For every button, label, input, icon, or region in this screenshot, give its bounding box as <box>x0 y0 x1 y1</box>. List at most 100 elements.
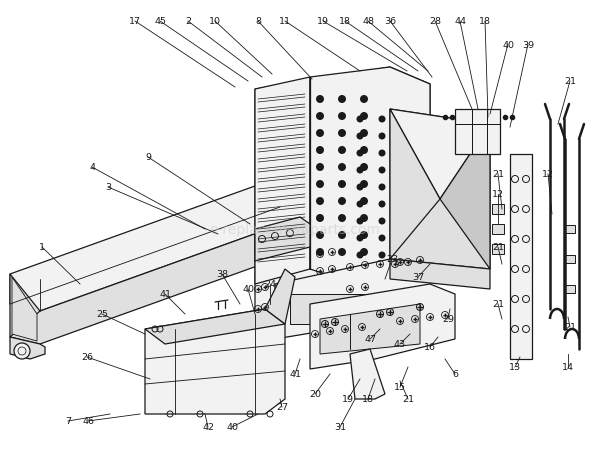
Circle shape <box>379 252 385 259</box>
Circle shape <box>338 248 346 257</box>
Text: 23: 23 <box>386 255 398 264</box>
Circle shape <box>316 197 324 206</box>
Bar <box>565 256 575 263</box>
Text: 21: 21 <box>564 323 576 332</box>
Circle shape <box>316 231 324 240</box>
Text: e-replacementparts.com: e-replacementparts.com <box>209 223 381 236</box>
Circle shape <box>14 343 30 359</box>
Polygon shape <box>320 304 420 354</box>
Polygon shape <box>510 155 532 359</box>
Text: 31: 31 <box>334 423 346 431</box>
Circle shape <box>379 133 385 140</box>
Text: 1: 1 <box>39 243 45 252</box>
Circle shape <box>360 130 368 138</box>
Text: 44: 44 <box>454 17 466 27</box>
Polygon shape <box>350 349 385 399</box>
Circle shape <box>379 235 385 242</box>
Circle shape <box>356 252 363 259</box>
Bar <box>290 294 390 325</box>
Text: 41: 41 <box>289 369 301 379</box>
Circle shape <box>316 248 324 257</box>
Circle shape <box>316 147 324 155</box>
Circle shape <box>356 167 363 174</box>
Circle shape <box>356 116 363 123</box>
Circle shape <box>379 184 385 191</box>
Circle shape <box>360 147 368 155</box>
Text: 14: 14 <box>562 363 574 372</box>
Text: 21: 21 <box>402 395 414 403</box>
Text: 39: 39 <box>522 40 534 50</box>
Circle shape <box>356 150 363 157</box>
Circle shape <box>360 214 368 223</box>
Circle shape <box>356 235 363 242</box>
Circle shape <box>379 218 385 225</box>
Circle shape <box>338 197 346 206</box>
Polygon shape <box>255 218 310 262</box>
Text: 19: 19 <box>342 395 354 403</box>
Circle shape <box>356 201 363 208</box>
Circle shape <box>316 180 324 189</box>
Text: 11: 11 <box>279 17 291 27</box>
Circle shape <box>316 214 324 223</box>
Text: 15: 15 <box>394 383 406 392</box>
Text: 40: 40 <box>502 40 514 50</box>
Circle shape <box>379 201 385 208</box>
Circle shape <box>360 197 368 206</box>
Circle shape <box>360 96 368 104</box>
Polygon shape <box>390 110 490 200</box>
Polygon shape <box>310 285 455 369</box>
Text: 18: 18 <box>362 395 374 403</box>
Text: 8: 8 <box>255 17 261 27</box>
Polygon shape <box>10 337 45 359</box>
Text: 46: 46 <box>82 417 94 425</box>
Circle shape <box>338 147 346 155</box>
Text: 6: 6 <box>452 369 458 379</box>
Text: 45: 45 <box>154 17 166 27</box>
Polygon shape <box>255 78 310 285</box>
Text: 40: 40 <box>242 285 254 294</box>
Text: 12: 12 <box>542 170 554 179</box>
Polygon shape <box>275 259 430 339</box>
Text: 12: 12 <box>492 190 504 199</box>
Bar <box>492 205 504 214</box>
Circle shape <box>360 231 368 240</box>
Text: 21: 21 <box>492 300 504 309</box>
Text: 2: 2 <box>185 17 191 27</box>
Circle shape <box>379 167 385 174</box>
Text: 17: 17 <box>129 17 141 27</box>
Polygon shape <box>145 309 285 414</box>
Circle shape <box>356 133 363 140</box>
Polygon shape <box>390 110 440 259</box>
Polygon shape <box>265 269 295 325</box>
Polygon shape <box>10 274 40 344</box>
Polygon shape <box>390 259 490 289</box>
Circle shape <box>338 113 346 121</box>
Circle shape <box>338 180 346 189</box>
Circle shape <box>360 164 368 172</box>
Bar <box>492 245 504 254</box>
Circle shape <box>316 164 324 172</box>
Text: 43: 43 <box>394 340 406 349</box>
Text: 21: 21 <box>492 170 504 179</box>
Text: 37: 37 <box>412 273 424 282</box>
Text: 38: 38 <box>216 270 228 279</box>
Circle shape <box>338 164 346 172</box>
Text: 4: 4 <box>89 163 95 172</box>
Circle shape <box>356 218 363 225</box>
Text: 48: 48 <box>362 17 374 27</box>
Text: 25: 25 <box>96 310 108 319</box>
Polygon shape <box>455 110 500 155</box>
Text: 9: 9 <box>145 153 151 162</box>
Text: 18: 18 <box>479 17 491 27</box>
Circle shape <box>379 116 385 123</box>
Polygon shape <box>10 178 310 311</box>
Polygon shape <box>10 214 310 344</box>
Text: 41: 41 <box>159 290 171 299</box>
Text: 19: 19 <box>317 17 329 27</box>
Circle shape <box>360 248 368 257</box>
Text: 13: 13 <box>509 363 521 372</box>
Circle shape <box>356 184 363 191</box>
Text: 20: 20 <box>309 390 321 398</box>
Polygon shape <box>145 309 285 344</box>
Circle shape <box>379 150 385 157</box>
